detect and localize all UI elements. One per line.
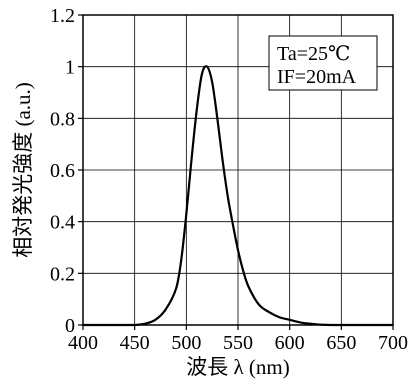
y-tick-label: 1.2 <box>50 5 75 27</box>
x-tick-label: 600 <box>275 332 305 354</box>
y-tick-label: 0.8 <box>50 108 75 130</box>
legend-box <box>268 35 378 91</box>
x-axis-label: 波長 λ (nm) <box>186 355 290 379</box>
series-line <box>82 65 393 327</box>
y-tick-label: 1 <box>65 57 75 79</box>
y-tick-label: 0 <box>65 315 75 337</box>
annotation-line-2: IF=20mA <box>277 66 357 88</box>
y-axis-ticks: 0 0.2 0.4 0.6 0.8 1 1.2 <box>50 5 83 337</box>
x-axis-ticks: 400 450 500 550 600 650 700 <box>68 325 408 354</box>
y-axis-label: 相対発光強度 (a.u.) <box>11 82 35 258</box>
x-tick-label: 700 <box>378 332 408 354</box>
y-tick-label: 0.4 <box>50 212 75 234</box>
x-tick-label: 550 <box>223 332 253 354</box>
x-tick-label: 400 <box>68 332 98 354</box>
x-tick-label: 450 <box>120 332 150 354</box>
y-tick-label: 0.2 <box>50 263 75 285</box>
x-tick-label: 650 <box>326 332 356 354</box>
annotation-line-1: Ta=25℃ <box>277 43 350 65</box>
y-tick-label: 0.6 <box>50 160 75 182</box>
x-tick-label: 500 <box>171 332 201 354</box>
